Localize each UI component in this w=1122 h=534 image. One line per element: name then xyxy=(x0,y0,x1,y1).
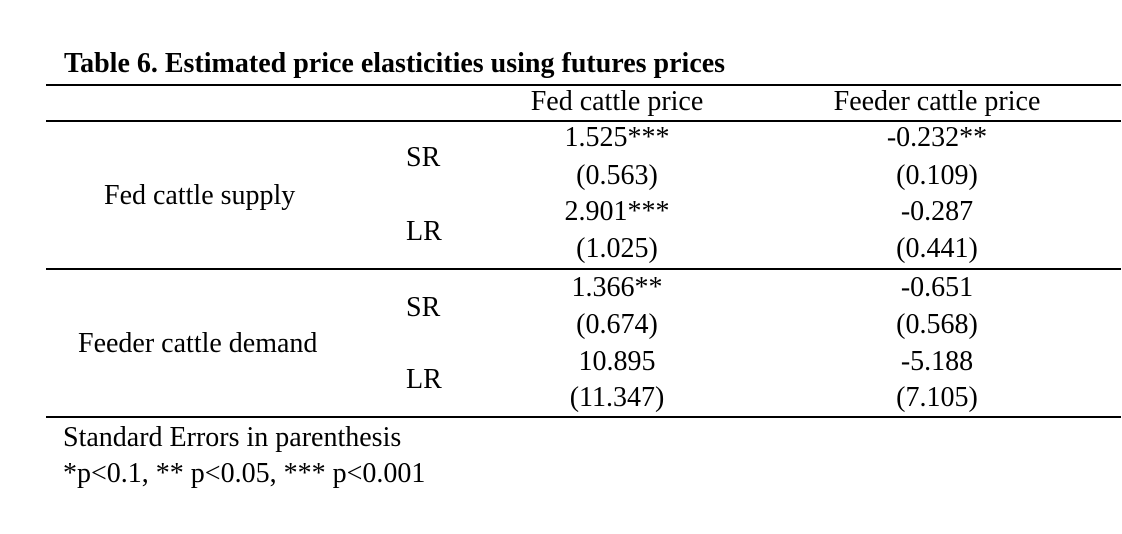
table-note-standard-errors: Standard Errors in parenthesis xyxy=(63,422,402,453)
std-error-cell: (1.025) xyxy=(576,233,658,264)
estimate-cell: -0.651 xyxy=(900,272,974,303)
std-error-cell: (0.568) xyxy=(896,309,978,340)
bottom-rule xyxy=(46,416,1121,418)
table-title: Table 6. Estimated price elasticities us… xyxy=(64,48,726,79)
group-label-fed-cattle-supply: Fed cattle supply xyxy=(104,180,296,211)
estimate-cell: 1.366** xyxy=(571,272,663,303)
header-rule xyxy=(46,120,1121,122)
column-header-fed-cattle-price: Fed cattle price xyxy=(530,86,704,117)
row-term-lr: LR xyxy=(406,364,442,395)
estimate-cell: 1.525*** xyxy=(564,122,670,153)
row-term-lr: LR xyxy=(406,216,442,247)
table-note-significance: *p<0.1, ** p<0.05, *** p<0.001 xyxy=(63,458,426,489)
std-error-cell: (0.109) xyxy=(896,160,978,191)
column-header-feeder-cattle-price: Feeder cattle price xyxy=(833,86,1041,117)
std-error-cell: (11.347) xyxy=(569,382,665,413)
row-term-sr: SR xyxy=(406,142,441,173)
estimate-cell: 2.901*** xyxy=(564,196,670,227)
group-label-feeder-cattle-demand: Feeder cattle demand xyxy=(78,328,318,359)
std-error-cell: (7.105) xyxy=(896,382,978,413)
estimate-cell: -0.232** xyxy=(886,122,988,153)
row-term-sr: SR xyxy=(406,292,441,323)
std-error-cell: (0.674) xyxy=(576,309,658,340)
estimate-cell: -5.188 xyxy=(900,346,974,377)
group-rule xyxy=(46,268,1121,270)
std-error-cell: (0.563) xyxy=(576,160,658,191)
std-error-cell: (0.441) xyxy=(896,233,978,264)
top-rule xyxy=(46,84,1121,86)
estimate-cell: 10.895 xyxy=(578,346,656,377)
estimate-cell: -0.287 xyxy=(900,196,974,227)
